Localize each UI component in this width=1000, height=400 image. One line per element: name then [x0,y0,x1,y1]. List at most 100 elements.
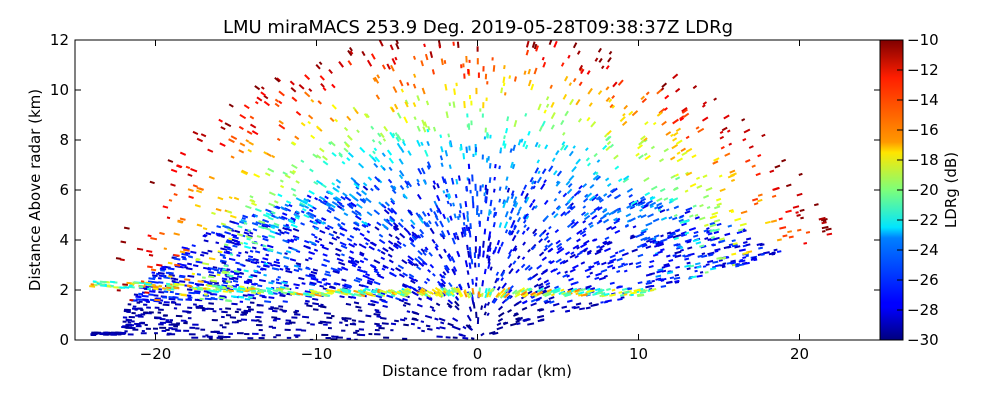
echo-gate [501,282,507,289]
echo-gate [420,60,424,67]
echo-gate [158,291,165,294]
echo-gate [535,45,539,52]
echo-gate [216,225,222,229]
echo-gate [407,232,412,236]
echo-gate [580,68,585,75]
echo-gate [796,192,803,197]
echo-gate [228,237,233,241]
echo-gate [325,282,331,286]
echo-gate [274,102,280,108]
echo-gate [298,83,305,90]
echo-gate [455,178,459,185]
echo-gate [697,127,705,134]
echo-gate [724,232,731,237]
echo-gate [719,188,726,193]
echo-gate [262,237,269,242]
echo-gate [774,164,781,169]
echo-gate [562,259,569,265]
echo-gate [221,310,228,314]
echo-gate [550,112,556,120]
echo-gate [320,83,325,88]
echo-gate [737,228,744,232]
echo-gate [486,291,490,298]
echo-gate [378,140,382,146]
echo-gate [635,264,642,269]
echo-gate [600,268,608,273]
echo-gate [275,258,280,262]
echo-gate [639,208,643,212]
echo-gate [596,247,603,253]
echo-gate [281,207,288,212]
echo-gate [328,232,335,237]
echo-gate [510,207,515,214]
echo-gate [609,281,615,285]
echo-gate [557,190,562,194]
echo-gate [382,304,388,308]
echo-gate [538,125,544,132]
echo-gate [374,156,381,163]
echo-gate [453,88,456,95]
echo-gate [309,281,317,285]
echo-gate [412,83,417,89]
echo-gate [571,166,577,173]
echo-gate [512,219,516,225]
echo-gate [268,202,276,208]
echo-gate [423,248,428,253]
echo-gate [432,126,437,132]
echo-gate [587,87,593,95]
echo-gate [280,291,288,295]
echo-gate [607,264,614,269]
echo-gate [152,275,157,279]
echo-gate [514,289,521,296]
echo-gate [225,250,230,254]
echo-gate [411,235,417,241]
echo-gate [649,259,655,264]
echo-gate [675,139,683,145]
echo-gate [649,272,656,276]
echo-gate [247,293,255,297]
echo-gate [439,326,446,330]
echo-gate [202,262,210,266]
echo-gate [776,238,782,242]
echo-gate [255,221,262,226]
echo-gate [335,178,342,184]
echo-gate [326,224,334,230]
echo-gate [302,207,307,212]
echo-gate [263,226,271,231]
echo-gate [488,162,492,169]
echo-gate [582,205,587,209]
echo-gate [275,205,281,210]
echo-gate [343,212,349,217]
echo-gate [142,298,149,301]
echo-gate [736,230,743,235]
echo-gate [525,215,530,220]
echo-gate [228,257,236,262]
echo-gate [537,282,544,287]
echo-gate [355,305,362,309]
echo-gate [629,235,636,240]
echo-gate [443,287,449,293]
echo-gate [536,159,540,164]
echo-gate [565,180,571,186]
echo-gate [606,241,613,246]
echo-gate [352,260,357,264]
echo-gate [503,65,506,70]
echo-gate [100,284,107,287]
echo-gate [248,141,254,146]
echo-gate [716,256,722,260]
echo-gate [471,287,475,295]
echo-gate [319,284,324,288]
echo-gate [232,244,238,248]
echo-gate [148,277,156,281]
echo-gate [562,292,568,296]
echo-gate [243,104,250,110]
echo-gate [371,138,376,143]
echo-gate [382,247,389,253]
echo-gate [603,292,610,296]
echo-gate [462,152,466,160]
echo-gate [486,216,490,222]
echo-gate [361,190,368,196]
echo-gate [631,110,639,117]
echo-gate [399,318,406,322]
echo-gate [512,196,518,204]
